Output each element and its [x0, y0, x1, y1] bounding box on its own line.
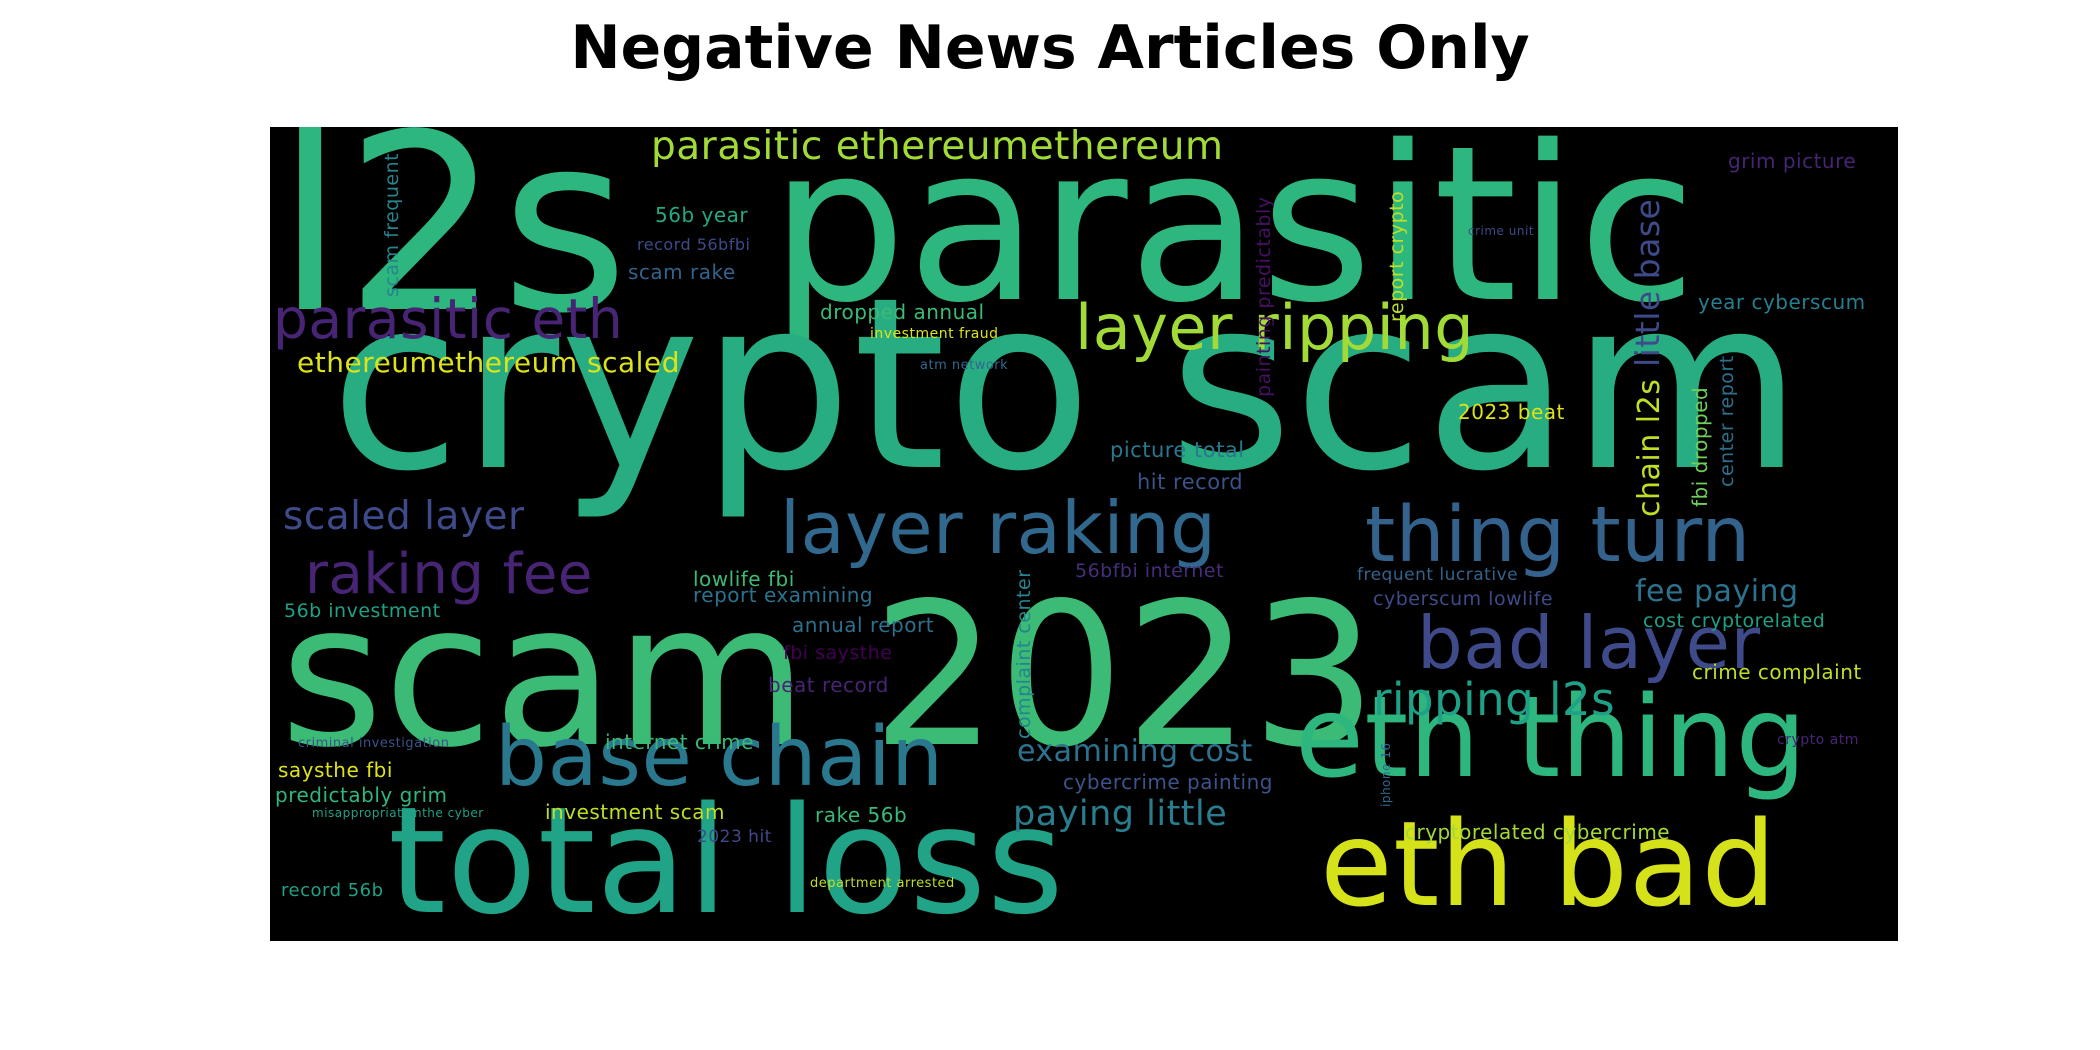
word-scam-2023: scam 2023 [280, 560, 1378, 791]
word-painting-predictably: painting predictably [1253, 196, 1275, 397]
word-beat-record: beat record [768, 673, 889, 697]
word-report-crypto: report crypto [1386, 190, 1408, 322]
word-crypto-scam: crypto scam [330, 247, 1804, 524]
word-layer-raking: layer raking [780, 486, 1217, 570]
word-cost-cryptorelated: cost cryptorelated [1643, 610, 1826, 632]
word-iphone-16: iphone 16 [1379, 742, 1393, 807]
word-lowlife-fbi: lowlife fbi [693, 567, 795, 591]
word-parasitic-eth: parasitic eth [273, 287, 624, 351]
word-total-loss: total loss [388, 775, 1065, 941]
word-report-examining: report examining [693, 583, 874, 607]
word-fbi-dropped: fbi dropped [1688, 386, 1712, 507]
word-2023-hit: 2023 hit [697, 827, 772, 847]
word-cyberscum-lowlife: cyberscum lowlife [1373, 588, 1554, 610]
word-saysthe-fbi: saysthe fbi [278, 758, 393, 782]
word-criminal-investigation: criminal investigation [298, 736, 450, 751]
word-dropped-annual: dropped annual [820, 300, 985, 324]
word-record-56b: record 56b [281, 880, 384, 901]
word-bad-layer: bad layer [1417, 601, 1761, 685]
word-investment-scam: investment scam [545, 800, 725, 824]
word-base-chain: base chain [495, 710, 944, 805]
word-little-base: little base [1628, 198, 1667, 367]
word-layer-ripping: layer ripping [1075, 291, 1475, 364]
word-investment-fraud: investment fraud [870, 326, 999, 342]
word-misappropriationthe-cyber: misappropriationthe cyber [312, 806, 484, 820]
word-cryptorelated-cybercrime: cryptorelated cybercrime [1405, 820, 1671, 844]
word-internet-crime: internet crime [605, 730, 754, 754]
word-scam-frequent: scam frequent [381, 152, 403, 297]
word-56b-year: 56b year [655, 203, 749, 227]
word-rake-56b: rake 56b [815, 803, 908, 827]
word-chain-l2s: chain l2s [1632, 378, 1667, 517]
chart-title: Negative News Articles Only [570, 13, 1530, 83]
word-predictably-grim: predictably grim [275, 783, 448, 807]
word-examining-cost: examining cost [1017, 734, 1253, 769]
word-ethereumethereum-scaled: ethereumethereum scaled [297, 346, 680, 379]
word-eth-bad: eth bad [1320, 795, 1777, 933]
word-grim-picture: grim picture [1728, 149, 1857, 173]
word-56bfbi-internet: 56bfbi internet [1075, 560, 1224, 582]
word-56b-investment: 56b investment [284, 600, 441, 622]
word-department-arrested: department arrested [810, 876, 955, 891]
word-record-56bfbi: record 56bfbi [637, 235, 751, 254]
word-fbi-saysthe: fbi saysthe [783, 642, 893, 664]
word-parasitic: parasitic [770, 127, 1697, 350]
word-paying-little: paying little [1013, 794, 1228, 834]
word-year-cyberscum: year cyberscum [1698, 290, 1866, 314]
word-raking-fee: raking fee [305, 542, 593, 607]
word-ripping-l2s: ripping l2s [1373, 673, 1616, 726]
word-center-report: center report [1716, 355, 1738, 487]
word-l2s: l2s [276, 127, 630, 367]
word-crime-complaint: crime complaint [1692, 660, 1862, 684]
word-crime-unit: crime unit [1468, 224, 1535, 238]
word-cloud: l2s parasitic crypto scam scam 2023 total lo… [270, 127, 1898, 941]
word-2023-beat: 2023 beat [1458, 400, 1565, 424]
word-fee-paying: fee paying [1635, 574, 1799, 609]
word-picture-total: picture total [1110, 438, 1245, 462]
word-parasitic-ethereumethereum: parasitic ethereumethereum [651, 127, 1224, 169]
word-complaint-center: complaint center [1013, 569, 1035, 740]
word-scaled-layer: scaled layer [283, 494, 525, 539]
word-crypto-atm: crypto atm [1777, 732, 1859, 748]
word-eth-thing: eth thing [1295, 673, 1807, 803]
word-scam-rake: scam rake [628, 260, 736, 284]
word-frequent-lucrative: frequent lucrative [1357, 565, 1519, 585]
word-annual-report: annual report [792, 613, 935, 637]
word-atm-network: atm network [920, 358, 1009, 373]
word-hit-record: hit record [1137, 470, 1244, 494]
word-thing-turn: thing turn [1365, 491, 1751, 580]
word-cybercrime-painting: cybercrime painting [1063, 770, 1273, 794]
